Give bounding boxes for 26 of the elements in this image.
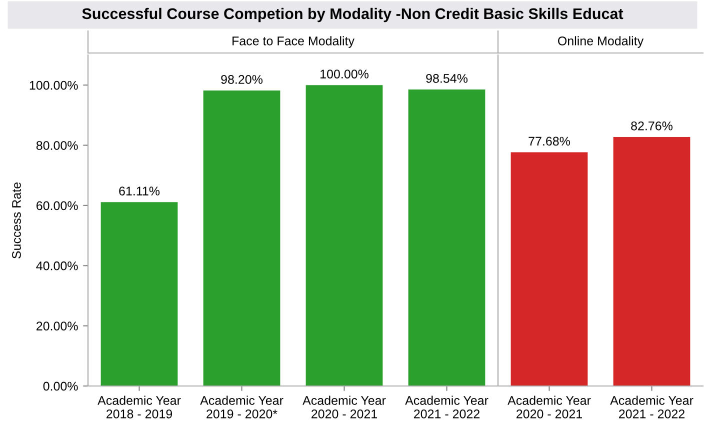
- chart-subtitle: Online Modality: [558, 36, 644, 48]
- x-tick-label: Academic Year 2020 - 2021: [302, 396, 386, 418]
- y-tick-label: 20.00%: [36, 322, 78, 330]
- x-tick-label: Academic Year 2020 - 2021: [508, 396, 591, 418]
- y-tick-label: 80.00%: [36, 141, 78, 150]
- bar: [408, 89, 486, 386]
- data-label: 77.68%: [528, 136, 570, 146]
- chart-title: Successful Course Competion by Modality -Non Credit Basic Skills Educat: [82, 8, 624, 22]
- y-tick-label: 40.00%: [36, 261, 78, 270]
- y-axis-title: Success Rate: [12, 182, 21, 258]
- x-tick-label: Academic Year 2019 - 2020*: [200, 396, 284, 418]
- data-label: 100.00%: [320, 70, 368, 78]
- data-label: 98.54%: [426, 74, 468, 83]
- x-tick-label: Academic Year 2021 - 2022: [405, 396, 488, 418]
- bar: [306, 85, 383, 386]
- bar: [100, 202, 178, 386]
- x-tick-label: Academic Year 2018 - 2019: [98, 396, 181, 418]
- y-tick-label: 100.00%: [30, 80, 78, 90]
- data-label: 61.11%: [119, 186, 160, 196]
- data-label: 82.76%: [631, 121, 673, 130]
- x-tick-label: Academic Year 2021 - 2022: [610, 396, 694, 418]
- y-tick-label: 0.00%: [43, 382, 78, 391]
- chart-subtitle: Face to Face Modality: [232, 36, 354, 48]
- y-tick-label: 60.00%: [36, 201, 78, 210]
- data-label: 98.20%: [221, 75, 263, 84]
- bar: [203, 90, 280, 386]
